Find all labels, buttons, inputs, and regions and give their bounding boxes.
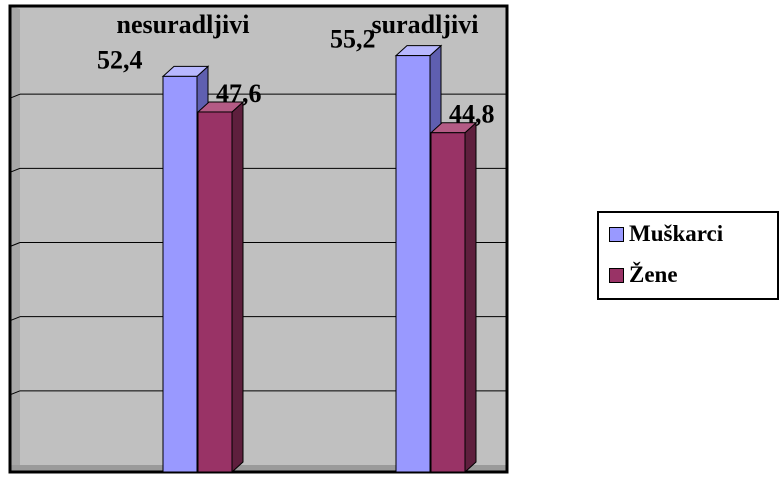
plot-border — [8, 4, 509, 474]
bar-0-1 — [395, 55, 431, 473]
legend-label-zene: Žene — [629, 262, 678, 287]
legend-swatch-muskarci — [609, 226, 624, 242]
gridline-side — [9, 167, 21, 173]
data-label-1-1: 44,8 — [449, 100, 495, 129]
legend-item-muskarci: Muškarci — [609, 219, 723, 249]
legend-swatch-zene — [609, 267, 624, 283]
gridline-side — [9, 93, 21, 99]
category-label-nesuradljivi: nesuradljivi — [117, 10, 250, 39]
category-labels: nesuradljivi suradljivi — [117, 10, 479, 39]
legend-label-muskarci: Muškarci — [629, 221, 724, 246]
floor — [10, 465, 507, 472]
gridline-side — [9, 390, 21, 396]
bars — [161, 44, 478, 474]
legend: Muškarci Žene — [597, 211, 779, 300]
bar-1-1 — [430, 132, 466, 473]
gridline-side — [9, 242, 21, 247]
bar-0-0 — [162, 75, 198, 473]
bar-side-1-0 — [231, 100, 244, 474]
data-label-0-0: 52,4 — [97, 45, 143, 74]
data-label-1-0: 47,6 — [216, 79, 262, 108]
data-label-0-1: 55,2 — [330, 25, 376, 54]
data-labels: 52,4 55,2 47,6 44,8 — [97, 25, 495, 129]
category-label-suradljivi: suradljivi — [372, 10, 479, 39]
legend-item-zene: Žene — [609, 260, 678, 290]
gridline-side — [9, 316, 21, 322]
bar-side-1-1 — [464, 121, 477, 474]
bar-1-0 — [197, 111, 233, 473]
side-wall — [10, 6, 20, 472]
